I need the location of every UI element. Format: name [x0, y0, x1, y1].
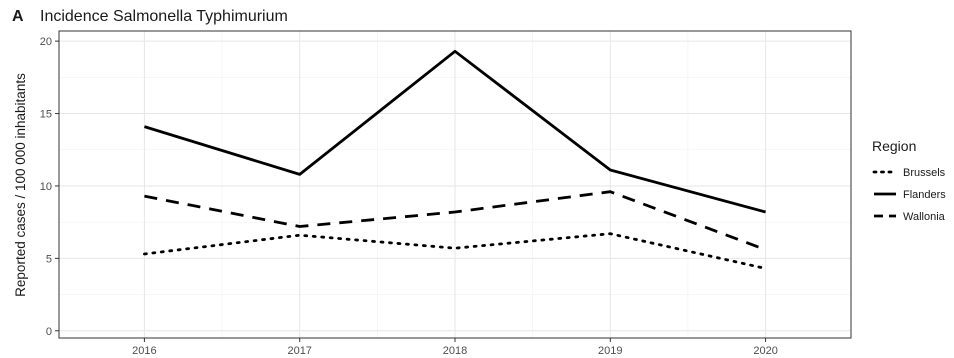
- legend-label-wallonia: Wallonia: [903, 211, 946, 223]
- series-layer: [142, 49, 767, 270]
- y-tick-label: 15: [40, 109, 52, 121]
- x-axis: 2016 2017 2018 2019 2020: [132, 338, 778, 357]
- x-tick-label: 2020: [753, 345, 777, 357]
- y-tick-label: 10: [40, 181, 52, 193]
- series-line-flanders: [143, 49, 766, 214]
- series-line-brussels: [142, 232, 767, 270]
- x-tick-label: 2016: [132, 345, 156, 357]
- y-tick-label: 0: [46, 326, 52, 338]
- chart-title: Incidence Salmonella Typhimurium: [40, 8, 288, 25]
- gridlines: [59, 31, 851, 338]
- legend-label-brussels: Brussels: [903, 167, 946, 179]
- y-axis-title: Reported cases / 100 000 inhabitants: [13, 73, 28, 297]
- x-tick-label: 2018: [443, 345, 467, 357]
- panel-label: A: [12, 8, 24, 25]
- x-tick-label: 2019: [598, 345, 622, 357]
- legend-label-flanders: Flanders: [903, 189, 946, 201]
- series-line-wallonia: [144, 190, 767, 252]
- x-tick-label: 2017: [287, 345, 311, 357]
- y-axis: 0 5 10 15 20: [40, 36, 59, 338]
- y-tick-label: 5: [46, 253, 52, 265]
- legend-title: Region: [872, 138, 916, 154]
- y-tick-label: 20: [40, 36, 52, 48]
- legend: Region Brussels Flanders Wallonia: [872, 138, 946, 223]
